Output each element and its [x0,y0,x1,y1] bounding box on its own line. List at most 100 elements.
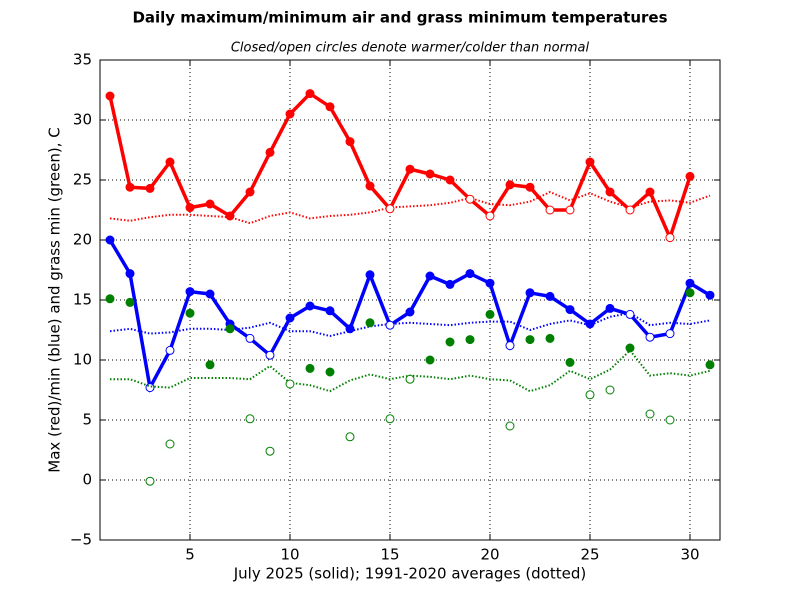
y-tick-label: 10 [73,351,92,369]
data-point [305,89,315,99]
data-point [285,379,295,389]
data-point [605,187,615,197]
data-point [385,204,395,214]
data-point [545,291,555,301]
data-point [125,182,135,192]
x-tick-label: 10 [280,546,299,564]
data-point [145,183,155,193]
y-tick-label: 0 [82,471,92,489]
data-point [665,329,675,339]
data-point [405,164,415,174]
data-point [545,333,555,343]
data-point [485,309,495,319]
data-point [565,205,575,215]
data-point [145,383,155,393]
data-point [705,290,715,300]
data-point [585,157,595,167]
data-point [465,335,475,345]
data-point [345,432,355,442]
data-point [285,109,295,119]
data-point [545,205,555,215]
data-point [165,345,175,355]
data-point [505,421,515,431]
data-point [505,180,515,190]
data-point [225,211,235,221]
data-point [265,446,275,456]
data-point [345,324,355,334]
data-point [245,333,255,343]
y-tick-label: 30 [73,111,92,129]
data-point [705,360,715,370]
data-point [625,309,635,319]
data-point [325,102,335,112]
data-point [685,171,695,181]
x-tick-label: 25 [580,546,599,564]
data-point [205,199,215,209]
normal-line [109,312,711,338]
chart-subtitle: Closed/open circles denote warmer/colder… [231,41,590,56]
x-tick-label: 15 [380,546,399,564]
data-point [105,294,115,304]
data-point [165,439,175,449]
data-point [605,303,615,313]
data-point [365,181,375,191]
data-point [685,278,695,288]
data-point [385,414,395,424]
y-tick-label: −5 [70,531,92,549]
data-point [365,318,375,328]
data-point [165,157,175,167]
x-tick-label: 20 [480,546,499,564]
data-point [425,271,435,281]
data-point [665,233,675,243]
data-point [325,306,335,316]
data-point [125,297,135,307]
data-point [505,341,515,351]
y-tick-label: 35 [73,51,92,69]
data-point [245,187,255,197]
chart-title: Daily maximum/minimum air and grass mini… [132,9,667,27]
data-point [205,289,215,299]
data-point [565,305,575,315]
data-point [365,270,375,280]
data-point [445,175,455,185]
data-point [645,332,655,342]
data-point [585,390,595,400]
data-point [525,335,535,345]
data-point [105,235,115,245]
data-point [485,278,495,288]
data-point [125,269,135,279]
x-tick-label: 30 [680,546,699,564]
data-point [445,279,455,289]
data-point [425,355,435,365]
data-point [105,91,115,101]
data-point [325,367,335,377]
data-point [585,319,595,329]
plot-frame [99,59,721,541]
data-point [465,194,475,204]
x-tick-label: 5 [185,546,195,564]
y-axis-label: Max (red)/min (blue) and grass min (gree… [46,127,64,472]
data-point [405,374,415,384]
y-tick-label: 15 [73,291,92,309]
y-tick-label: 20 [73,231,92,249]
data-point [185,203,195,213]
data-point [685,288,695,298]
data-point [285,313,295,323]
data-point [185,308,195,318]
data-point [185,287,195,297]
data-point [245,414,255,424]
data-point [605,385,615,395]
data-point [145,476,155,486]
data-point [525,182,535,192]
data-point [525,288,535,298]
data-point [385,320,395,330]
data-point [625,343,635,353]
data-point [405,307,415,317]
data-point [265,147,275,157]
data-point [465,269,475,279]
normal-line [109,190,711,225]
data-point [665,415,675,425]
data-point [645,409,655,419]
data-point [265,350,275,360]
